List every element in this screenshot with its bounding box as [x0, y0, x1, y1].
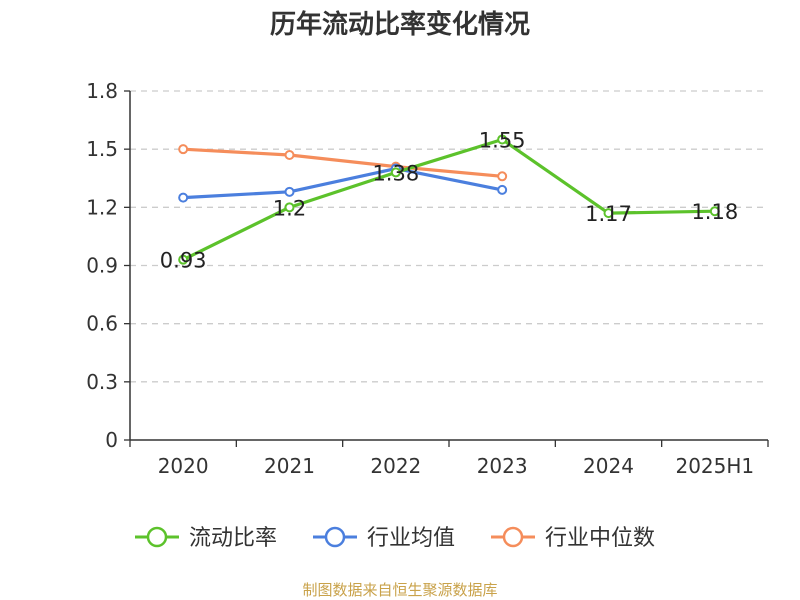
- legend-marker-icon: [502, 526, 524, 548]
- x-tick-label: 2021: [264, 454, 315, 478]
- y-tick-label: 1.2: [86, 195, 118, 219]
- legend-label: 行业均值: [367, 526, 455, 551]
- data-point[interactable]: [497, 134, 508, 145]
- y-tick-label: 0.9: [86, 254, 118, 278]
- data-point[interactable]: [390, 167, 401, 178]
- data-label: 1.17: [585, 202, 632, 226]
- legend-item[interactable]: 流动比率: [135, 526, 277, 551]
- y-tick-label: 0: [105, 428, 118, 452]
- data-point[interactable]: [178, 192, 189, 203]
- legend-item[interactable]: 行业均值: [313, 526, 455, 551]
- data-point[interactable]: [709, 206, 720, 217]
- x-tick-label: 2022: [370, 454, 421, 478]
- legend-label: 行业中位数: [545, 526, 655, 551]
- data-point[interactable]: [178, 254, 189, 265]
- series-line: [182, 137, 715, 262]
- data-label: 1.55: [479, 128, 526, 152]
- series-line: [183, 166, 503, 200]
- x-tick-label: 2024: [583, 454, 634, 478]
- data-point[interactable]: [603, 208, 614, 219]
- data-label: 1.18: [691, 200, 738, 224]
- data-point[interactable]: [284, 149, 295, 160]
- legend-marker-icon: [324, 526, 346, 548]
- data-label: 1.2: [273, 196, 306, 220]
- x-tick-label: 2023: [477, 454, 528, 478]
- series-line: [183, 147, 503, 178]
- chart-title: 历年流动比率变化情况: [269, 10, 530, 40]
- data-label: 1.38: [372, 161, 419, 185]
- y-tick-label: 0.3: [86, 370, 118, 394]
- data-point[interactable]: [497, 184, 508, 195]
- legend-item[interactable]: 行业中位数: [491, 526, 655, 551]
- x-tick-label: 2020: [158, 454, 209, 478]
- legend-label: 流动比率: [189, 526, 277, 551]
- data-point[interactable]: [178, 144, 189, 155]
- y-tick-label: 1.5: [86, 137, 118, 161]
- data-label: 0.93: [160, 249, 207, 273]
- data-point[interactable]: [284, 186, 295, 197]
- y-tick-label: 0.6: [86, 312, 118, 336]
- data-point[interactable]: [497, 171, 508, 182]
- y-tick-label: 1.8: [86, 79, 118, 103]
- legend-marker-icon: [146, 526, 168, 548]
- data-point[interactable]: [284, 202, 295, 213]
- x-tick-label: 2025H1: [675, 454, 754, 478]
- source-note: 制图数据来自恒生聚源数据库: [302, 581, 498, 599]
